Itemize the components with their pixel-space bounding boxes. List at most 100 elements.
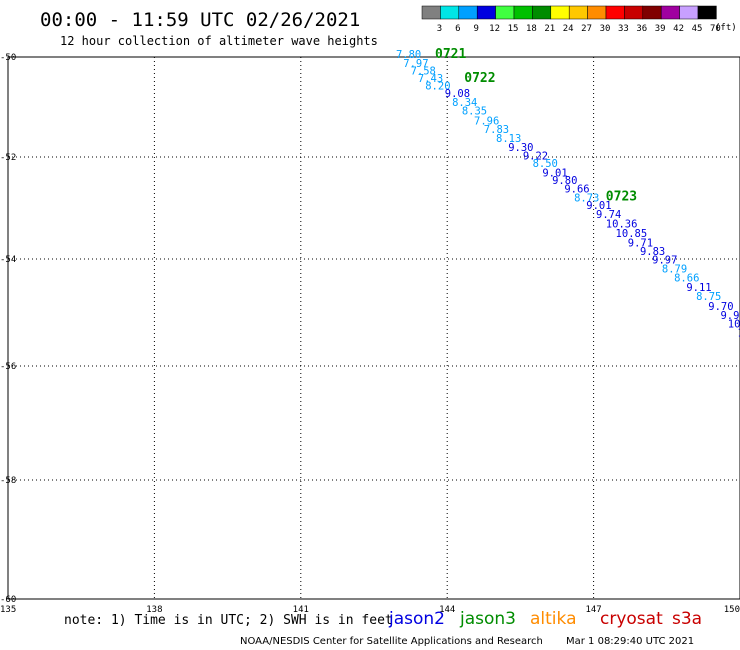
credit-line: NOAA/NESDIS Center for Satellite Applica… bbox=[240, 636, 543, 647]
pass-time-label: 0722 bbox=[464, 71, 495, 86]
latitude-tick-label: -58 bbox=[0, 476, 16, 486]
legend-swatch bbox=[679, 5, 699, 20]
wave-height-value: 8.50 bbox=[533, 158, 558, 170]
legend-swatch bbox=[532, 5, 552, 20]
legend-swatch-label: 3 bbox=[437, 24, 442, 34]
legend-unit-label: (ft) bbox=[715, 23, 737, 33]
longitude-tick-label: 144 bbox=[439, 605, 455, 615]
wave-height-value: 7.80 bbox=[396, 49, 421, 61]
wave-height-value: 9.30 bbox=[508, 142, 533, 154]
legend-swatch-label: 9 bbox=[473, 24, 478, 34]
legend-swatch-label: 27 bbox=[581, 24, 592, 34]
legend-swatch bbox=[440, 5, 460, 20]
longitude-tick-labels: 135 138 141 144 147 150 bbox=[0, 605, 740, 615]
wave-height-value: 9.66 bbox=[564, 184, 589, 196]
map-subtitle: 12 hour collection of altimeter wave hei… bbox=[60, 34, 378, 48]
wave-height-value: 8.79 bbox=[662, 263, 687, 275]
map-frame bbox=[7, 56, 740, 600]
wave-height-value: 9.74 bbox=[596, 209, 621, 221]
legend-swatch-label: 21 bbox=[544, 24, 555, 34]
wave-height-value: 8.34 bbox=[452, 97, 477, 109]
wave-height-value: 7.43 bbox=[418, 73, 443, 85]
wave-height-value: 9.08 bbox=[445, 88, 470, 100]
wave-height-value: 1 bbox=[738, 328, 740, 340]
wave-height-value: 9.01 bbox=[586, 200, 611, 212]
wave-height-value: 7.83 bbox=[484, 124, 509, 136]
pass-time-label: 0723 bbox=[606, 189, 637, 204]
longitude-tick-label: 138 bbox=[146, 605, 162, 615]
wave-height-value: 7.96 bbox=[474, 116, 499, 128]
map-title: 00:00 - 11:59 UTC 02/26/2021 bbox=[40, 9, 360, 31]
wave-height-value: 8.66 bbox=[674, 272, 699, 284]
wave-height-value: 8.20 bbox=[425, 81, 450, 93]
legend-swatch-label: 24 bbox=[563, 24, 574, 34]
satellite-legend: jason2 jason3 altika cryosat s3a bbox=[388, 609, 702, 629]
legend-swatch-label: 12 bbox=[489, 24, 500, 34]
wave-height-value: 9.83 bbox=[640, 246, 665, 258]
generation-timestamp: Mar 1 08:29:40 UTC 2021 bbox=[566, 636, 694, 647]
legend-swatch bbox=[495, 5, 515, 20]
legend-swatch-label: 39 bbox=[655, 24, 666, 34]
legend-swatch-label: 36 bbox=[636, 24, 647, 34]
wave-height-value: 10.85 bbox=[616, 228, 648, 240]
satellite-label-jason2: jason2 bbox=[388, 609, 445, 629]
latitude-tick-label: -60 bbox=[0, 595, 16, 605]
legend-swatch-label: 30 bbox=[600, 24, 611, 34]
wave-height-value: 9.97 bbox=[720, 310, 740, 322]
latitude-tick-labels: -50 -52 -54 -56 -58 -60 bbox=[0, 53, 16, 605]
wave-height-value: 9.01 bbox=[542, 167, 567, 179]
legend-swatch bbox=[476, 5, 496, 20]
satellite-label-altika: altika bbox=[530, 609, 577, 629]
wave-height-value: 10.8 bbox=[728, 318, 740, 330]
longitude-tick-label: 147 bbox=[585, 605, 601, 615]
legend-swatch bbox=[587, 5, 607, 20]
wave-height-legend: 3 6 9 12 15 18 21 24 27 30 33 36 39 42 45 70 bbox=[421, 5, 721, 34]
legend-swatch-label: 15 bbox=[508, 24, 519, 34]
latitude-tick-label: -54 bbox=[0, 255, 16, 265]
legend-swatch bbox=[624, 5, 644, 20]
legend-swatch-label: 70 bbox=[710, 24, 721, 34]
pass-time-labels: 0721 0722 0723 bbox=[435, 47, 637, 204]
legend-swatch bbox=[660, 5, 680, 20]
wave-height-value: 9.80 bbox=[552, 175, 577, 187]
pass-time-label: 0721 bbox=[435, 47, 466, 62]
latitude-tick-label: -56 bbox=[0, 362, 16, 372]
legend-swatch bbox=[421, 5, 441, 20]
wave-height-value: 9.70 bbox=[708, 301, 733, 313]
legend-swatch-label: 6 bbox=[455, 24, 460, 34]
wave-height-value: 9.22 bbox=[523, 151, 548, 163]
wave-height-value: 9.97 bbox=[652, 254, 677, 266]
wave-height-value: 8.13 bbox=[496, 133, 521, 145]
legend-swatch bbox=[605, 5, 625, 20]
wave-height-value: 9.71 bbox=[628, 237, 653, 249]
legend-swatch-label: 42 bbox=[673, 24, 684, 34]
longitude-tick-label: 150 bbox=[724, 605, 740, 615]
wave-height-value: 8.35 bbox=[462, 106, 487, 118]
longitude-tick-label: 135 bbox=[0, 605, 16, 615]
legend-swatch bbox=[642, 5, 662, 20]
wave-height-value: 8.73 bbox=[574, 192, 599, 204]
latitude-tick-label: -52 bbox=[0, 153, 16, 163]
legend-swatch-label: 18 bbox=[526, 24, 537, 34]
legend-swatch bbox=[697, 5, 717, 20]
latitude-tick-label: -50 bbox=[0, 53, 16, 63]
wave-height-value: 9.11 bbox=[686, 282, 711, 294]
legend-swatch bbox=[513, 5, 533, 20]
wave-height-value: 7.58 bbox=[411, 66, 436, 78]
longitude-tick-label: 141 bbox=[293, 605, 309, 615]
legend-swatch bbox=[568, 5, 588, 20]
satellite-label-s3a: s3a bbox=[672, 609, 702, 629]
wave-height-observations: 7.807.977.587.438.209.088.348.357.967.83… bbox=[396, 49, 740, 340]
legend-swatch bbox=[458, 5, 478, 20]
wave-height-value: 10.36 bbox=[606, 218, 638, 230]
legend-swatch-label: 45 bbox=[692, 24, 703, 34]
footnote: note: 1) Time is in UTC; 2) SWH is in fe… bbox=[64, 613, 393, 628]
satellite-label-cryosat: cryosat bbox=[600, 609, 663, 629]
legend-swatch-label: 33 bbox=[618, 24, 629, 34]
legend-swatch bbox=[550, 5, 570, 20]
satellite-label-jason3: jason3 bbox=[459, 609, 516, 629]
wave-height-value: 8.75 bbox=[696, 291, 721, 303]
wave-height-value: 7.97 bbox=[403, 58, 428, 70]
